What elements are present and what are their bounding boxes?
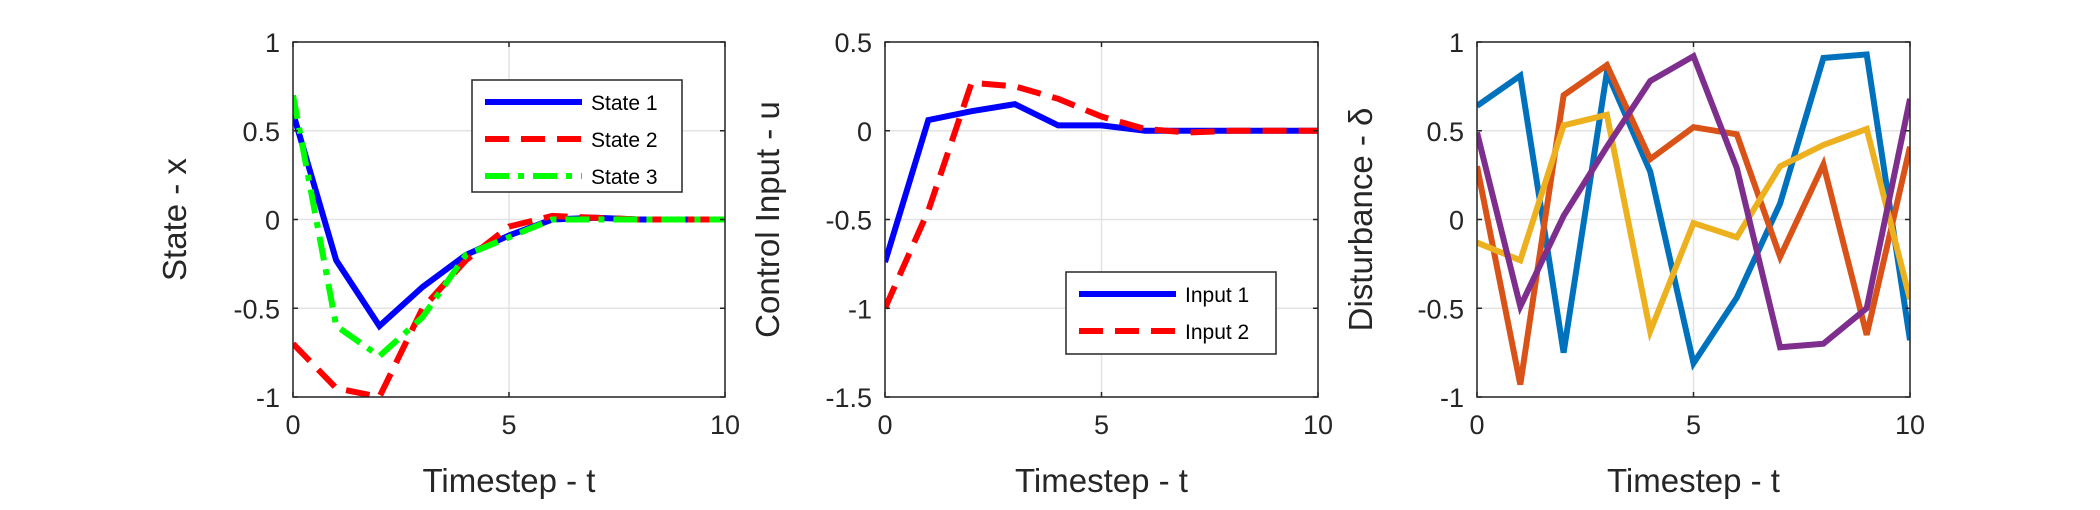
y-tick-label: 0.5 (242, 117, 280, 147)
series-line-4 (1477, 51, 1910, 351)
chart-3: 0 5 10 -1 -0.5 0 0.5 1 Timestep - t Disturbance -… (1342, 28, 1925, 499)
y-tick-label: 0 (265, 206, 280, 236)
chart-2: 0 5 10 -1.5 -1 -0.5 0 0.5 Timestep - t Control In… (749, 28, 1333, 499)
legend-label-3: State 3 (591, 166, 658, 189)
x-tick-label: 10 (710, 410, 740, 440)
series-line-3 (1477, 111, 1910, 342)
y-tick-label: 0.5 (1426, 117, 1464, 147)
chart-1: 0 5 10 -1 -0.5 0 0.5 1 Timestep - t State - x Stat… (156, 28, 740, 499)
legend: State 1 State 2 State 3 (471, 79, 683, 193)
legend-label-1: State 1 (591, 92, 658, 115)
y-tick-label: 1 (1449, 28, 1464, 58)
series-line-3 (293, 94, 725, 361)
x-tick-label: 0 (1469, 410, 1484, 440)
y-tick-label: -0.5 (1417, 294, 1464, 324)
series-group (293, 94, 725, 397)
legend: Input 1 Input 2 (1065, 271, 1277, 355)
y-tick-label: -1.5 (825, 383, 872, 413)
legend-label-2: State 2 (591, 129, 658, 152)
legend-label-2: Input 2 (1185, 321, 1249, 344)
y-tick-label: -1 (1440, 383, 1464, 413)
x-tick-label: 10 (1303, 410, 1333, 440)
y-axis-label: Disturbance - δ (1342, 108, 1379, 332)
legend-label-1: Input 1 (1185, 284, 1249, 307)
series-group (885, 79, 1318, 310)
series-line-1 (1477, 51, 1910, 371)
x-tick-label: 0 (877, 410, 892, 440)
y-tick-label: 0 (857, 117, 872, 147)
x-tick-label: 5 (501, 410, 516, 440)
y-tick-label: -1 (848, 294, 872, 324)
series-line-2 (1477, 60, 1910, 386)
series-group (1477, 51, 1910, 386)
y-tick-label: 0.5 (834, 28, 872, 58)
y-tick-label: -0.5 (825, 206, 872, 236)
legend-box (1065, 271, 1277, 355)
x-tick-label: 5 (1686, 410, 1701, 440)
y-tick-label: -1 (256, 383, 280, 413)
x-tick-label: 0 (285, 410, 300, 440)
x-axis-label: Timestep - t (1607, 462, 1780, 499)
x-tick-label: 10 (1895, 410, 1925, 440)
y-tick-label: 1 (265, 28, 280, 58)
y-tick-label: -0.5 (233, 294, 280, 324)
y-axis-label: State - x (156, 158, 193, 281)
series-line-2 (293, 212, 725, 397)
x-tick-label: 5 (1094, 410, 1109, 440)
y-tick-label: 0 (1449, 206, 1464, 236)
y-axis-label: Control Input - u (749, 101, 786, 338)
series-line-2 (885, 79, 1318, 310)
x-axis-label: Timestep - t (423, 462, 596, 499)
x-axis-label: Timestep - t (1015, 462, 1188, 499)
